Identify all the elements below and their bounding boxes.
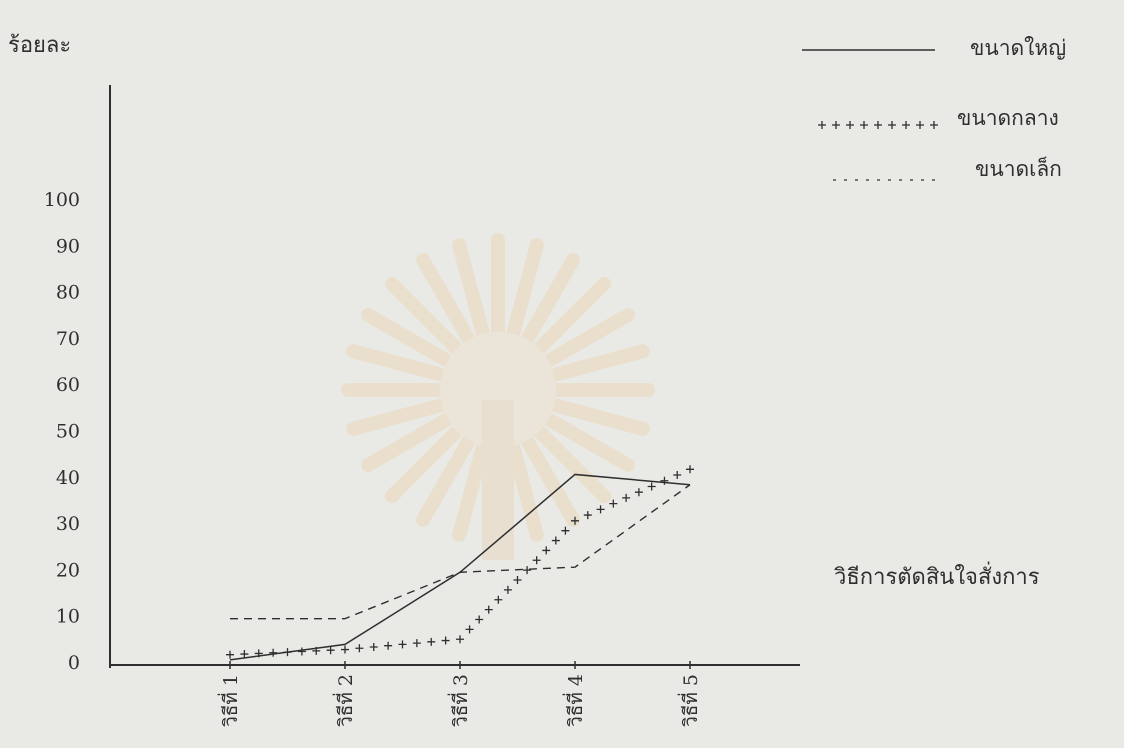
legend: ขนาดใหญ่ ขนาดกลาง ขนาดเล็ก [802, 36, 1066, 181]
legend-label-small: ขนาดเล็ก [975, 155, 1062, 181]
plus-marker [874, 121, 882, 129]
plus-marker [609, 499, 618, 508]
plus-marker [484, 605, 493, 614]
legend-label-medium: ขนาดกลาง [957, 106, 1059, 130]
plus-marker [456, 635, 464, 644]
y-tick-label: 0 [68, 652, 80, 674]
seal-ray [416, 434, 475, 527]
plus-marker [673, 471, 682, 480]
plus-marker [494, 595, 503, 604]
plus-marker [860, 121, 868, 129]
plus-marker [283, 648, 292, 657]
plus-marker [297, 647, 306, 656]
plus-marker [622, 493, 631, 502]
y-tick-label: 30 [56, 513, 80, 535]
plus-marker [542, 546, 551, 555]
plus-marker [398, 640, 407, 649]
plus-marker [832, 121, 840, 129]
series-line-large [229, 473, 691, 661]
seal-ray [548, 398, 650, 436]
seal-ray [416, 253, 475, 346]
plus-marker [561, 526, 570, 535]
seal-ray [506, 238, 544, 340]
watermark-seal [341, 233, 655, 560]
seal-ray [548, 344, 650, 382]
seal-ray [361, 308, 454, 367]
plus-marker [475, 615, 484, 624]
plus-marker [551, 536, 560, 545]
seal-ray [542, 413, 635, 472]
y-tick-label: 90 [56, 235, 80, 257]
y-tick-label: 100 [44, 189, 80, 211]
legend-item-large: ขนาดใหญ่ [802, 36, 1066, 60]
plus-marker [240, 650, 249, 659]
plus-marker [647, 482, 656, 491]
plus-marker [269, 648, 278, 657]
plus-marker [427, 637, 436, 646]
x-tick-label: วิธีที่ 5 [677, 674, 702, 727]
plus-marker [326, 646, 335, 655]
plus-marker [902, 121, 910, 129]
plus-marker [441, 636, 450, 645]
seal-ray [346, 344, 448, 382]
legend-item-medium: ขนาดกลาง [818, 106, 1059, 130]
y-axis-label: ร้อยละ [8, 33, 71, 58]
seal-ray [384, 276, 463, 355]
plus-marker [355, 644, 364, 653]
plus-marker [523, 566, 532, 575]
seal-ray [521, 434, 580, 527]
series-line-medium [226, 465, 694, 659]
plus-marker [384, 641, 393, 650]
seal-ray [506, 440, 544, 542]
plus-marker [465, 625, 474, 634]
y-tick-label: 40 [56, 467, 80, 489]
seal-ray [384, 425, 463, 504]
plus-marker [226, 650, 234, 659]
plus-marker [412, 639, 421, 648]
plus-marker [583, 511, 592, 520]
plus-marker [930, 121, 938, 129]
x-tick-label: วิธีที่ 2 [332, 674, 357, 727]
y-tick-label: 50 [56, 421, 80, 443]
plus-marker [660, 476, 669, 485]
seal-ray [361, 413, 454, 472]
plus-marker [634, 488, 643, 497]
plus-marker [686, 465, 694, 474]
plus-marker [916, 121, 924, 129]
plus-marker [341, 645, 349, 654]
y-tick-label: 70 [56, 328, 80, 350]
plus-marker [596, 505, 605, 514]
plus-marker [846, 121, 854, 129]
y-tick-label: 10 [56, 606, 80, 628]
plus-marker [532, 556, 541, 565]
seal-ray [542, 308, 635, 367]
x-tick-label: วิธีที่ 3 [447, 674, 472, 727]
seal-ray [452, 238, 490, 340]
legend-item-small: ขนาดเล็ก [833, 155, 1062, 181]
seal-ray [521, 253, 580, 346]
plus-marker [888, 121, 896, 129]
plus-marker [503, 585, 512, 594]
seal-ray [533, 276, 612, 355]
plus-marker [312, 646, 321, 655]
legend-label-large: ขนาดใหญ่ [970, 36, 1066, 60]
x-tick-label: วิธีที่ 1 [217, 674, 242, 727]
seal-ray [533, 425, 612, 504]
plus-marker [513, 576, 522, 585]
seal-ray [346, 398, 448, 436]
plus-marker [254, 649, 263, 658]
plus-marker [818, 121, 826, 129]
x-axis-label: วิธีการตัดสินใจสั่งการ [833, 561, 1039, 590]
plus-marker [571, 516, 579, 525]
x-tick-label: วิธีที่ 4 [562, 674, 587, 727]
series-line-small [230, 484, 691, 620]
y-tick-label: 20 [56, 559, 80, 581]
y-tick-label: 60 [56, 374, 80, 396]
plus-marker [369, 642, 378, 651]
seal-ray [452, 440, 490, 542]
y-tick-label: 80 [56, 282, 80, 304]
